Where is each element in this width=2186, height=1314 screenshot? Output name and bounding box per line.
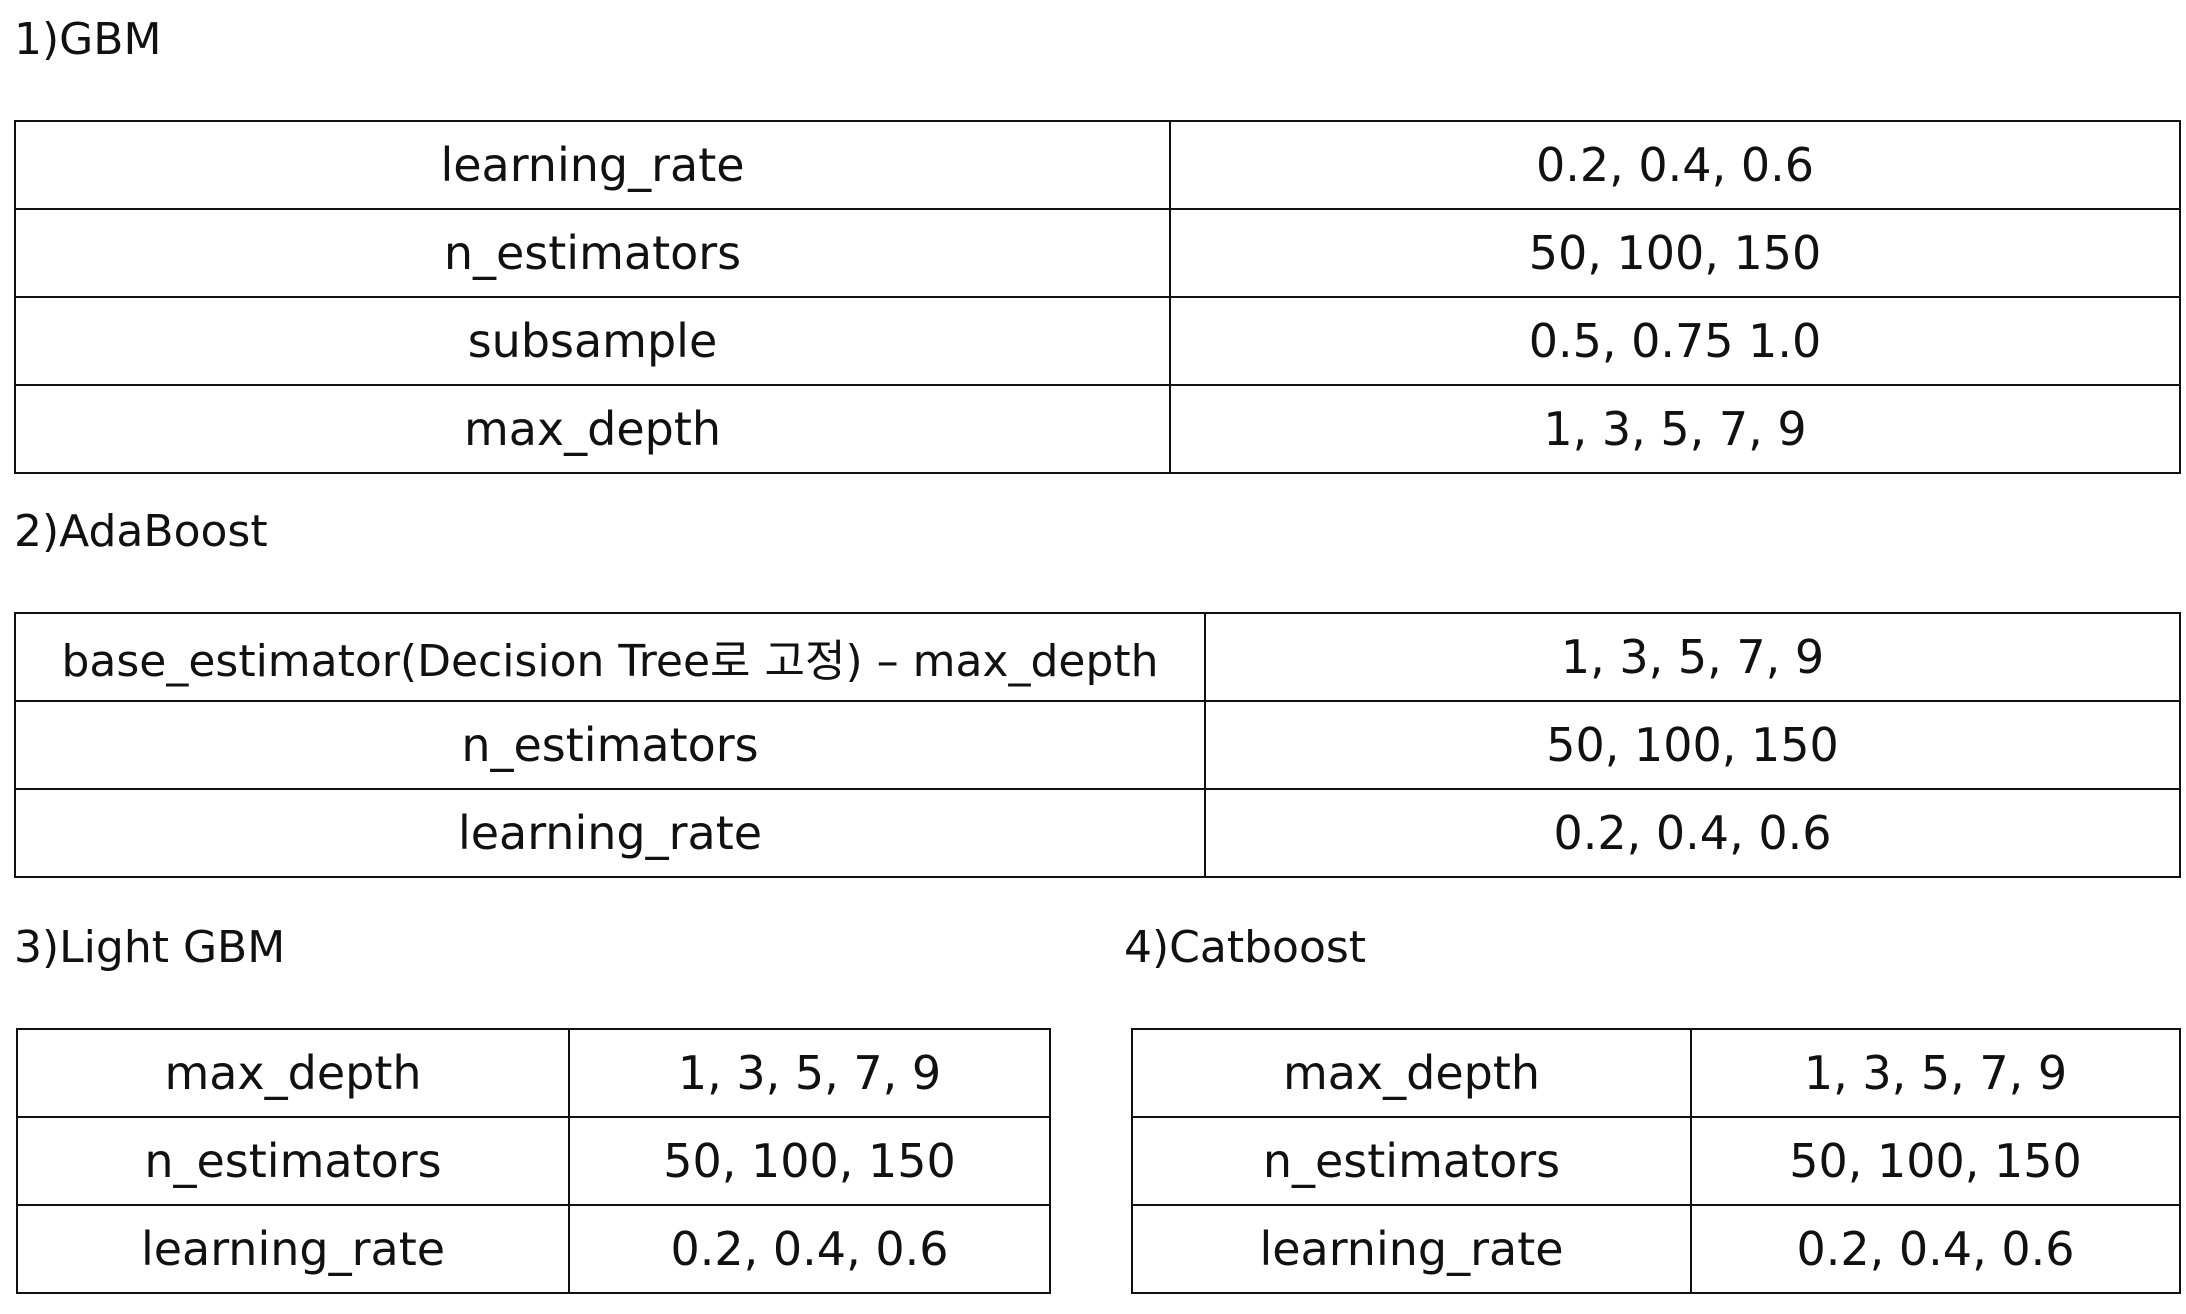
table-row: learning_rate 0.2, 0.4, 0.6: [1131, 1204, 2181, 1294]
param-name-cell: n_estimators: [1131, 1116, 1692, 1206]
param-values-cell: 50, 100, 150: [568, 1116, 1051, 1206]
catboost-param-table: max_depth 1, 3, 5, 7, 9 n_estimators 50,…: [1131, 1028, 2181, 1294]
table-row: n_estimators 50, 100, 150: [1131, 1116, 2181, 1206]
param-name-cell: max_depth: [14, 384, 1171, 474]
param-values-cell: 50, 100, 150: [1204, 700, 2181, 790]
param-values-cell: 0.5, 0.75 1.0: [1169, 296, 2181, 386]
param-name-cell: n_estimators: [16, 1116, 570, 1206]
lightgbm-param-table: max_depth 1, 3, 5, 7, 9 n_estimators 50,…: [16, 1028, 1051, 1294]
param-values-cell: 1, 3, 5, 7, 9: [1690, 1028, 2181, 1118]
param-values-cell: 0.2, 0.4, 0.6: [1204, 788, 2181, 878]
gbm-param-table: learning_rate 0.2, 0.4, 0.6 n_estimators…: [14, 120, 2181, 474]
param-values-cell: 50, 100, 150: [1690, 1116, 2181, 1206]
table-row: max_depth 1, 3, 5, 7, 9: [1131, 1028, 2181, 1118]
table-row: learning_rate 0.2, 0.4, 0.6: [14, 120, 2181, 210]
param-name-cell: subsample: [14, 296, 1171, 386]
table-row: n_estimators 50, 100, 150: [14, 700, 2181, 790]
param-name-cell: n_estimators: [14, 700, 1206, 790]
param-values-cell: 1, 3, 5, 7, 9: [1204, 612, 2181, 702]
param-name-cell: base_estimator(Decision Tree로 고정) – max_…: [14, 612, 1206, 702]
table-row: learning_rate 0.2, 0.4, 0.6: [16, 1204, 1051, 1294]
param-values-cell: 1, 3, 5, 7, 9: [568, 1028, 1051, 1118]
section-heading-lightgbm: 3)Light GBM: [14, 922, 286, 973]
param-name-cell: n_estimators: [14, 208, 1171, 298]
param-values-cell: 0.2, 0.4, 0.6: [1169, 120, 2181, 210]
section-heading-adaboost: 2)AdaBoost: [14, 506, 268, 557]
table-row: base_estimator(Decision Tree로 고정) – max_…: [14, 612, 2181, 702]
adaboost-param-table: base_estimator(Decision Tree로 고정) – max_…: [14, 612, 2181, 878]
param-values-cell: 0.2, 0.4, 0.6: [568, 1204, 1051, 1294]
param-values-cell: 1, 3, 5, 7, 9: [1169, 384, 2181, 474]
table-row: max_depth 1, 3, 5, 7, 9: [14, 384, 2181, 474]
param-name-cell: max_depth: [16, 1028, 570, 1118]
param-name-cell: learning_rate: [14, 120, 1171, 210]
table-row: subsample 0.5, 0.75 1.0: [14, 296, 2181, 386]
param-values-cell: 50, 100, 150: [1169, 208, 2181, 298]
table-row: learning_rate 0.2, 0.4, 0.6: [14, 788, 2181, 878]
table-row: max_depth 1, 3, 5, 7, 9: [16, 1028, 1051, 1118]
param-name-cell: learning_rate: [1131, 1204, 1692, 1294]
table-row: n_estimators 50, 100, 150: [14, 208, 2181, 298]
param-name-cell: learning_rate: [14, 788, 1206, 878]
param-name-cell: learning_rate: [16, 1204, 570, 1294]
param-values-cell: 0.2, 0.4, 0.6: [1690, 1204, 2181, 1294]
param-name-cell: max_depth: [1131, 1028, 1692, 1118]
section-heading-gbm: 1)GBM: [14, 14, 162, 65]
table-row: n_estimators 50, 100, 150: [16, 1116, 1051, 1206]
section-heading-catboost: 4)Catboost: [1124, 922, 1367, 973]
